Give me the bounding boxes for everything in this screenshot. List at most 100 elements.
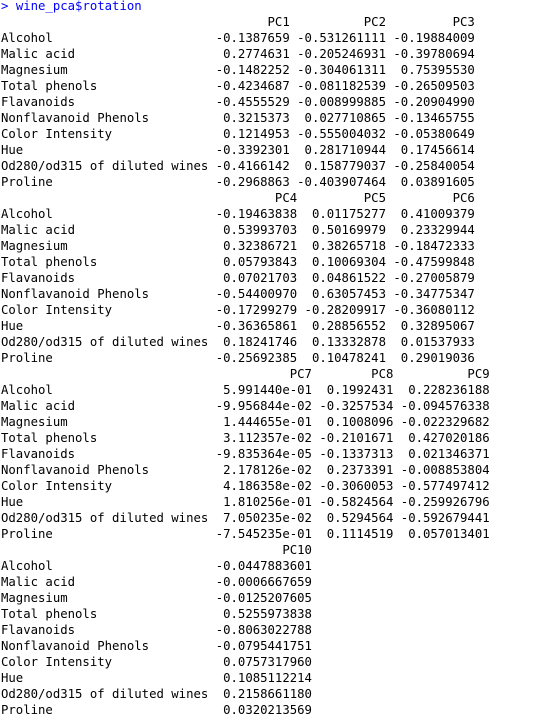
matrix-cell: -0.05380649: [385, 127, 475, 141]
row-label: Total phenols: [1, 607, 209, 621]
matrix-cell: -0.17299279: [208, 303, 298, 317]
matrix-cell: -0.094576338: [393, 399, 490, 413]
matrix-cell: 0.41009379: [385, 207, 475, 221]
matrix-cell: -0.18472333: [385, 239, 475, 253]
matrix-cell: 0.29019036: [385, 351, 475, 365]
matrix-cell: 4.186358e-02: [208, 479, 312, 493]
matrix-cell: -0.19463838: [208, 207, 298, 221]
command-text: wine_pca$rotation: [15, 0, 142, 13]
matrix-cell: -0.0447883601: [208, 559, 312, 573]
row-label: Flavanoids: [1, 271, 209, 285]
matrix-cell: -0.28209917: [297, 303, 386, 317]
row-label: Flavanoids: [1, 447, 209, 461]
row-label: Hue: [1, 143, 209, 157]
matrix-row: Hue 0.1085112214: [1, 670, 538, 686]
matrix-row: Flavanoids -0.8063022788: [1, 622, 538, 638]
column-header: PC6: [385, 191, 475, 205]
matrix-row: Od280/od315 of diluted wines 0.18241746 …: [1, 334, 538, 350]
matrix-cell: -0.592679441: [393, 511, 490, 525]
matrix-cell: 0.05793843: [208, 255, 298, 269]
matrix-header-row: PC10: [1, 542, 538, 558]
matrix-cell: -0.0125207605: [208, 591, 312, 605]
matrix-row: Color Intensity 0.1214953 -0.555004032 -…: [1, 126, 538, 142]
row-label: Proline: [1, 527, 209, 541]
matrix-cell: -9.956844e-02: [208, 399, 312, 413]
row-label: Color Intensity: [1, 303, 209, 317]
matrix-row: Od280/od315 of diluted wines -0.4166142 …: [1, 158, 538, 174]
matrix-row: Hue -0.3392301 0.281710944 0.17456614: [1, 142, 538, 158]
row-label: Nonflavanoid Phenols: [1, 463, 209, 477]
matrix-row: Flavanoids -0.4555529 -0.008999885 -0.20…: [1, 94, 538, 110]
prompt-symbol: >: [1, 0, 16, 13]
matrix-cell: 0.057013401: [393, 527, 490, 541]
row-label: Magnesium: [1, 239, 209, 253]
command-line: > wine_pca$rotation: [1, 0, 538, 14]
matrix-row: Malic acid -9.956844e-02 -0.3257534 -0.0…: [1, 398, 538, 414]
matrix-cell: 0.1114519: [311, 527, 394, 541]
matrix-cell: 0.0320213569: [208, 703, 312, 717]
matrix-cell: 0.158779037: [289, 159, 386, 173]
matrix-row: Proline -0.25692385 0.10478241 0.2901903…: [1, 350, 538, 366]
matrix-cell: 0.2774631: [208, 47, 290, 61]
row-label: Alcohol: [1, 207, 209, 221]
matrix-cell: -0.4555529: [208, 95, 290, 109]
row-label: Nonflavanoid Phenols: [1, 111, 209, 125]
matrix-cell: -0.577497412: [393, 479, 490, 493]
matrix-cell: -0.8063022788: [208, 623, 312, 637]
matrix-row: Color Intensity -0.17299279 -0.28209917 …: [1, 302, 538, 318]
matrix-cell: -0.26509503: [385, 79, 475, 93]
matrix-cell: -0.555004032: [289, 127, 386, 141]
matrix-row: Proline -7.545235e-01 0.1114519 0.057013…: [1, 526, 538, 542]
matrix-row: Magnesium 1.444655e-01 0.1008096 -0.0223…: [1, 414, 538, 430]
matrix-row: Hue 1.810256e-01 -0.5824564 -0.259926796: [1, 494, 538, 510]
row-label: Alcohol: [1, 383, 209, 397]
matrix-row: Nonflavanoid Phenols 0.3215373 0.0277108…: [1, 110, 538, 126]
column-header: PC1: [208, 15, 290, 29]
matrix-cell: 0.5294564: [311, 511, 394, 525]
matrix-cell: -7.545235e-01: [208, 527, 312, 541]
row-label: Color Intensity: [1, 127, 209, 141]
row-label: Hue: [1, 319, 209, 333]
matrix-row: Alcohol -0.0447883601: [1, 558, 538, 574]
matrix-cell: 0.228236188: [393, 383, 490, 397]
matrix-row: Proline 0.0320213569: [1, 702, 538, 718]
matrix-cell: 0.07021703: [208, 271, 298, 285]
matrix-cell: 0.23329944: [385, 223, 475, 237]
matrix-cell: -0.36365861: [208, 319, 298, 333]
matrix-cell: 0.50169979: [297, 223, 386, 237]
matrix-cell: 0.28856552: [297, 319, 386, 333]
matrix-row: Malic acid -0.0006667659: [1, 574, 538, 590]
column-header: PC10: [208, 543, 312, 557]
matrix-row: Nonflavanoid Phenols -0.54400970 0.63057…: [1, 286, 538, 302]
row-label: Proline: [1, 175, 209, 189]
matrix-cell: -0.13465755: [385, 111, 475, 125]
rotation-matrix-output: PC1 PC2 PC3 Alcohol -0.1387659 -0.5312611…: [1, 14, 538, 718]
matrix-cell: -0.4166142: [208, 159, 290, 173]
matrix-cell: -0.34775347: [385, 287, 475, 301]
matrix-cell: -0.008999885: [289, 95, 386, 109]
row-label: Malic acid: [1, 575, 209, 589]
matrix-cell: -0.25692385: [208, 351, 298, 365]
matrix-cell: -0.008853804: [393, 463, 490, 477]
matrix-row: Flavanoids -9.835364e-05 -0.1337313 0.02…: [1, 446, 538, 462]
matrix-cell: 0.5255973838: [208, 607, 312, 621]
matrix-header-row: PC1 PC2 PC3: [1, 14, 538, 30]
row-label: Hue: [1, 671, 209, 685]
matrix-cell: 0.18241746: [208, 335, 298, 349]
row-label: Od280/od315 of diluted wines: [1, 159, 209, 173]
matrix-cell: -0.022329682: [393, 415, 490, 429]
matrix-cell: -0.2968863: [208, 175, 290, 189]
matrix-row: Magnesium 0.32386721 0.38265718 -0.18472…: [1, 238, 538, 254]
row-label: Malic acid: [1, 399, 209, 413]
row-label: Alcohol: [1, 559, 209, 573]
row-label: Magnesium: [1, 415, 209, 429]
matrix-row: Nonflavanoid Phenols 2.178126e-02 0.2373…: [1, 462, 538, 478]
matrix-cell: 0.1214953: [208, 127, 290, 141]
matrix-cell: -0.25840054: [385, 159, 475, 173]
row-label: Proline: [1, 351, 209, 365]
matrix-cell: -0.4234687: [208, 79, 290, 93]
matrix-row: Magnesium -0.0125207605: [1, 590, 538, 606]
matrix-row: Od280/od315 of diluted wines 0.215866118…: [1, 686, 538, 702]
row-label: Nonflavanoid Phenols: [1, 639, 209, 653]
